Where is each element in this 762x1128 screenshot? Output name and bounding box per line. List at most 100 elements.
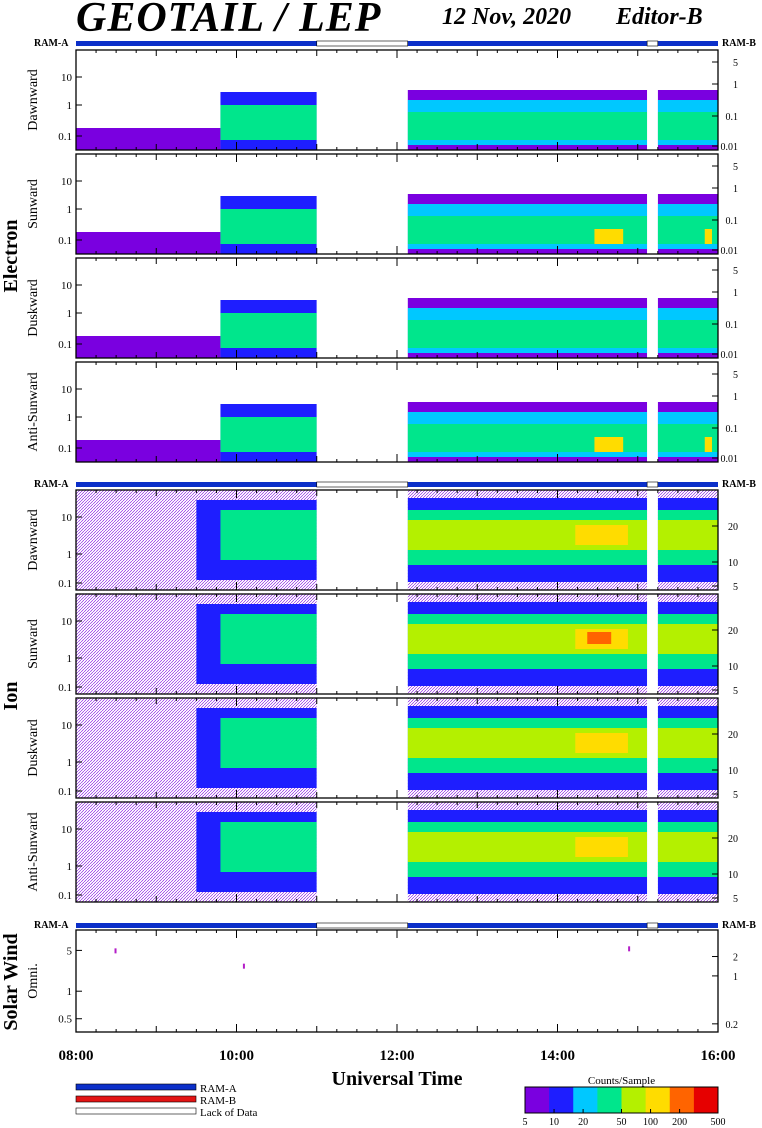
heatmap-body — [76, 698, 718, 798]
lack-of-data-segment — [646, 40, 659, 47]
right-tick-label: 0.1 — [726, 424, 739, 435]
ion-band-core — [657, 832, 718, 862]
electron-hot-spot — [594, 229, 624, 244]
ion-band-core — [657, 624, 718, 654]
electron-band-core — [220, 417, 317, 452]
colorbar-tick-label: 50 — [617, 1117, 627, 1128]
group-label: Ion — [0, 682, 22, 711]
left-tick-label: 0.1 — [58, 443, 72, 455]
panel-label: Dawnward — [26, 69, 41, 130]
ion-band-core — [657, 728, 718, 758]
left-tick-label: 0.1 — [58, 235, 72, 247]
data-gap — [647, 258, 658, 358]
heatmap-body — [76, 362, 718, 462]
electron-band-core — [657, 112, 718, 140]
right-tick-label: 5 — [733, 266, 738, 277]
left-tick-label: 10 — [61, 616, 73, 628]
time-ticks — [75, 362, 719, 462]
legend-swatch — [75, 1095, 197, 1103]
data-gap — [316, 802, 408, 902]
ram-label-left: RAM-A — [34, 479, 69, 490]
time-ticks — [75, 594, 719, 694]
right-tick-label: 20 — [728, 626, 738, 637]
data-gap — [647, 50, 658, 150]
panel-sunward: Sunward 0.1 1 10 0.01 0.1 1 5 — [26, 153, 739, 257]
solar-wind-count — [242, 963, 245, 969]
ion-hot-spot — [575, 733, 628, 753]
lack-of-data-segment — [316, 40, 408, 47]
ram-bar: RAM-A RAM-B — [34, 920, 756, 931]
right-tick-label: 0.01 — [721, 246, 739, 257]
left-tick-label: 1 — [67, 757, 73, 769]
ram-label-left: RAM-A — [34, 38, 69, 49]
right-tick-label: 1 — [733, 392, 738, 403]
ion-band-core — [220, 614, 317, 664]
left-tick-label: 10 — [61, 176, 73, 188]
ion-band-core — [220, 822, 317, 872]
x-tick-label: 14:00 — [540, 1048, 575, 1064]
panel-label: Sunward — [26, 619, 41, 669]
left-tick-label: 1 — [67, 861, 73, 873]
panel-label: Anti-Sunward — [26, 812, 41, 891]
colorbar-tick-label: 10 — [549, 1117, 559, 1128]
colorbar-cell — [525, 1087, 550, 1113]
right-tick-label: 5 — [733, 370, 738, 381]
right-tick-label: 0.2 — [726, 1020, 739, 1031]
ion-band-core — [220, 510, 317, 560]
x-tick-label: 10:00 — [219, 1048, 254, 1064]
x-tick-label: 12:00 — [380, 1048, 415, 1064]
right-tick-label: 0.01 — [721, 350, 739, 361]
right-tick-label: 1 — [733, 80, 738, 91]
right-tick-label: 10 — [728, 558, 738, 569]
data-gap — [316, 50, 408, 150]
electron-band-core — [220, 105, 317, 140]
right-tick-label: 5 — [733, 58, 738, 69]
right-tick-label: 20 — [728, 522, 738, 533]
data-gap — [316, 594, 408, 694]
panel-sunward: Sunward 0.1 1 10 5 10 20 — [26, 593, 738, 697]
left-tick-label: 1 — [67, 653, 73, 665]
ion-peak-spot — [587, 632, 612, 644]
left-tick-label: 0.1 — [58, 786, 72, 798]
right-tick-label: 0.1 — [726, 112, 739, 123]
electron-band-core — [407, 112, 648, 140]
panel-label: Dawnward — [26, 509, 41, 570]
legend-label: Lack of Data — [200, 1107, 258, 1119]
lack-of-data-segment — [316, 922, 408, 929]
electron-band-core — [220, 313, 317, 348]
heatmap-body — [76, 802, 718, 902]
panel-anti-sunward: Anti-Sunward 0.1 1 10 0.01 0.1 1 5 — [26, 361, 739, 465]
right-tick-label: 10 — [728, 662, 738, 673]
ram-label-right: RAM-B — [722, 38, 756, 49]
right-tick-label: 1 — [733, 184, 738, 195]
data-gap — [316, 258, 408, 358]
editor-label: Editor-B — [616, 4, 703, 30]
lack-of-data-segment — [316, 481, 408, 488]
panel-label: Sunward — [26, 179, 41, 229]
heatmap-body — [76, 50, 718, 150]
legend-label: RAM-B — [200, 1095, 236, 1107]
right-tick-label: 20 — [728, 730, 738, 741]
page-title: GEOTAIL / LEP — [76, 0, 382, 41]
panel-label: Duskward — [26, 719, 41, 777]
x-tick-label: 08:00 — [59, 1048, 94, 1064]
left-tick-label: 10 — [61, 72, 73, 84]
time-ticks — [75, 154, 719, 254]
date-label: 12 Nov, 2020 — [442, 4, 572, 30]
right-tick-label: 1 — [733, 972, 738, 983]
data-gap — [647, 698, 658, 798]
right-tick-label: 2 — [733, 953, 738, 964]
right-tick-label: 5 — [733, 790, 738, 801]
colorbar-cell — [549, 1087, 574, 1113]
ion-band-core — [220, 718, 317, 768]
data-gap — [316, 154, 408, 254]
time-ticks — [75, 258, 719, 358]
colorbar-cell — [573, 1087, 598, 1113]
data-gap — [316, 362, 408, 462]
data-gap — [647, 490, 658, 590]
lack-of-data-segment — [646, 922, 659, 929]
right-tick-label: 10 — [728, 766, 738, 777]
electron-band-low — [76, 128, 221, 150]
ram-bar: RAM-A RAM-B — [34, 38, 756, 49]
panel-omni.: Omni. 0.5 1 5 0.2 1 2 — [26, 929, 739, 1033]
